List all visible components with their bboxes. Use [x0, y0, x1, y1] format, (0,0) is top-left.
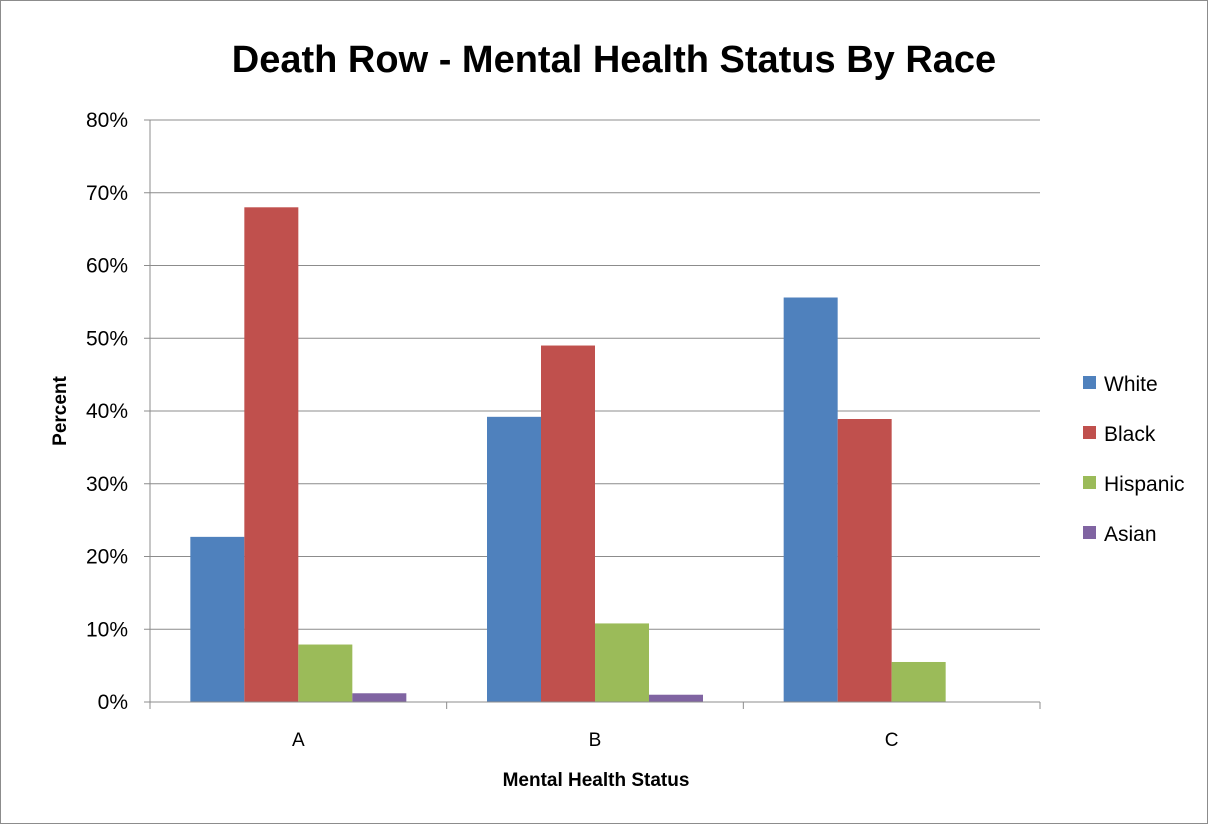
legend-swatch-white [1083, 376, 1096, 389]
axes: 0% 10% 20% 30% 40% 50% 60% 70% 80% A B C [86, 109, 1041, 751]
x-tick-label: B [589, 730, 602, 751]
y-tick-label: 40% [86, 400, 128, 423]
bar-black-c [837, 419, 892, 702]
bar-black-a [244, 207, 299, 703]
bar-white-b [487, 416, 541, 702]
x-tick-label: C [885, 730, 899, 751]
bar-black-b [541, 345, 595, 702]
y-tick-label: 20% [86, 546, 128, 569]
legend-label-asian: Asian [1104, 523, 1157, 546]
bar-hispanic-b [595, 623, 649, 702]
y-tick-label: 30% [86, 473, 128, 496]
chart-title: Death Row - Mental Health Status By Race [232, 39, 996, 81]
y-tick-label: 10% [86, 618, 128, 641]
x-axis-title: Mental Health Status [503, 770, 690, 791]
legend-label-white: White [1104, 373, 1158, 396]
legend: White Black Hispanic Asian [1083, 373, 1185, 546]
legend-label-hispanic: Hispanic [1104, 473, 1185, 496]
x-tick-label: A [292, 730, 305, 751]
y-axis-title: Percent [50, 375, 71, 445]
bar-hispanic-c [891, 661, 946, 702]
legend-label-black: Black [1104, 423, 1156, 446]
bar-white-a [190, 536, 245, 702]
bar-hispanic-a [298, 644, 353, 702]
y-tick-label: 80% [86, 109, 128, 132]
legend-swatch-black [1083, 426, 1096, 439]
legend-swatch-hispanic [1083, 476, 1096, 489]
bar-white-c [783, 297, 838, 702]
y-tick-label: 60% [86, 255, 128, 278]
bar-asian-a [352, 693, 407, 702]
bar-asian-b [649, 694, 703, 702]
y-tick-label: 50% [86, 327, 128, 350]
legend-swatch-asian [1083, 526, 1096, 539]
y-tick-label: 70% [86, 182, 128, 205]
y-tick-label: 0% [98, 691, 128, 714]
bars [190, 207, 946, 703]
